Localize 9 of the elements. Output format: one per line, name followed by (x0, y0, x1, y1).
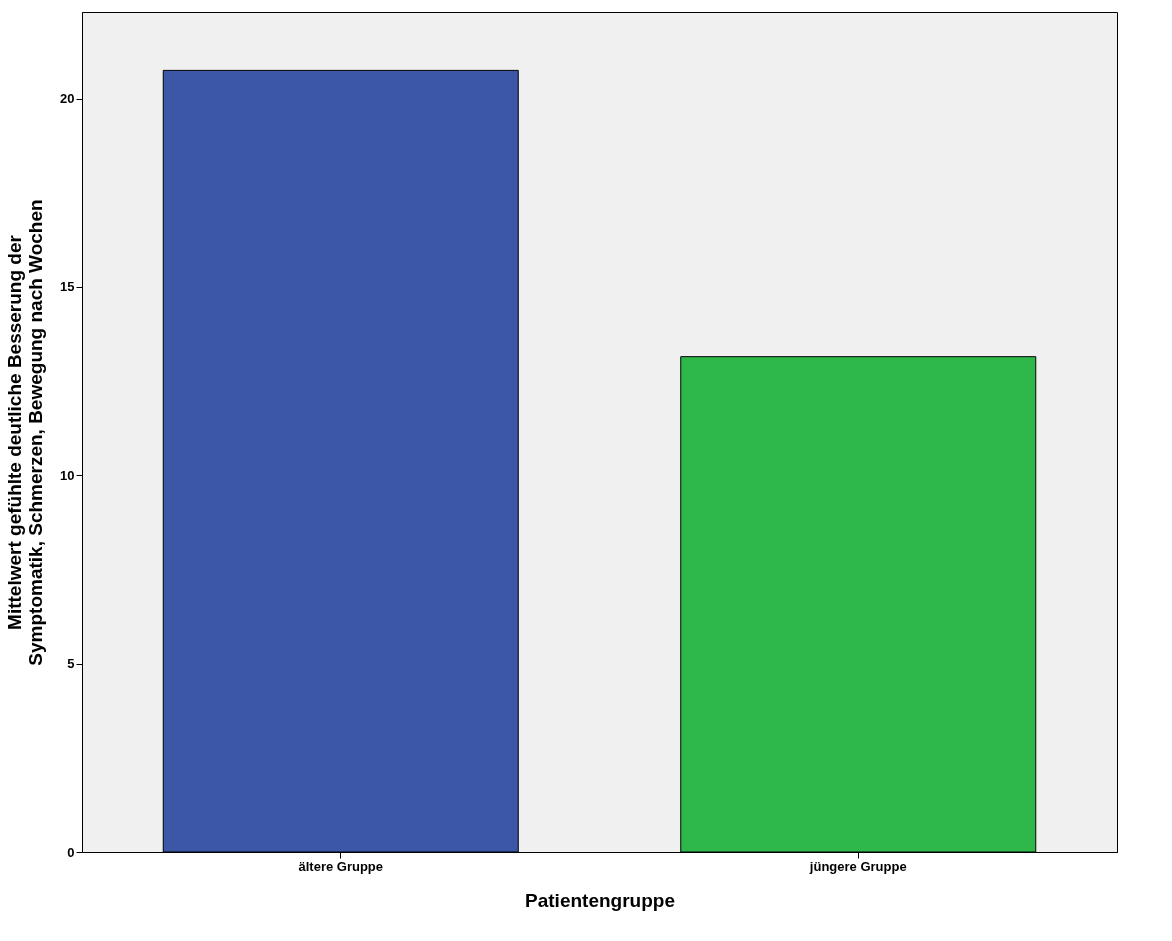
y-tick-label: 15 (60, 279, 75, 295)
x-axis-title: Patientengruppe (525, 889, 675, 911)
y-axis-title: Mittelwert gefühlte deutliche Besserung der Symptomatik, Schmerzen, Bewegung nach Wochen (4, 199, 47, 666)
x-tick-label: jüngere Gruppe (808, 858, 907, 874)
y-tick-label: 5 (67, 656, 75, 672)
y-tick-label: 0 (67, 844, 75, 860)
y-tick-label: 20 (60, 91, 75, 107)
x-tick-label: ältere Gruppe (298, 858, 384, 874)
y-tick-label: 10 (60, 467, 75, 483)
